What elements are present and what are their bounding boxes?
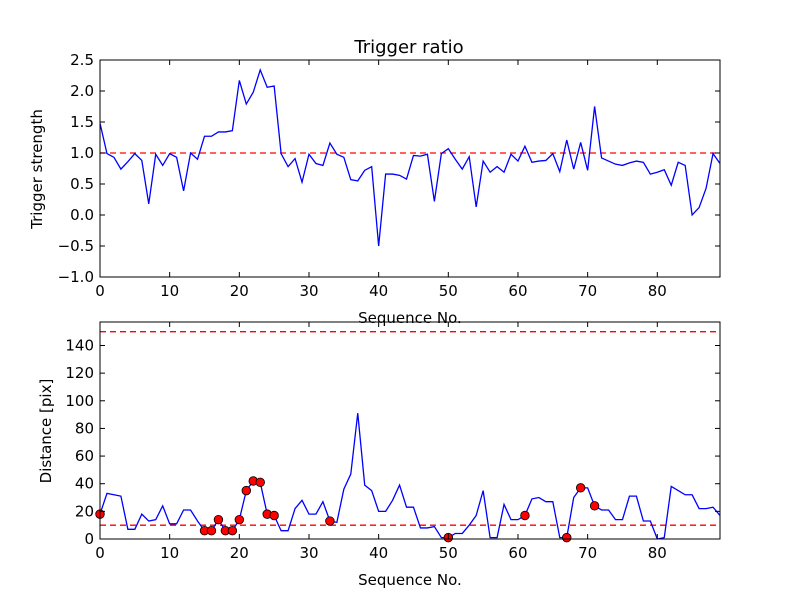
plot-frame [99, 59, 721, 278]
y-tick-label: 2.5 [70, 51, 94, 69]
x-tick-label: 40 [369, 282, 388, 300]
x-axis-label: Sequence No. [358, 571, 462, 589]
flagged-point [575, 483, 586, 493]
y-tick-label: −0.5 [58, 237, 94, 255]
y-tick-label: 0 [84, 530, 94, 548]
y-tick-label: 80 [75, 419, 94, 437]
flagged-point [562, 532, 572, 543]
y-tick-label: 1.0 [70, 144, 94, 162]
y-tick-label: 20 [75, 502, 94, 520]
flagged-point [520, 510, 530, 521]
y-tick-label: 140 [65, 336, 94, 354]
flagged-point [227, 526, 238, 536]
x-tick-label: 0 [95, 282, 105, 300]
series-line [100, 67, 720, 247]
flagged-point [234, 514, 245, 525]
x-axis-label: Sequence No. [358, 309, 462, 327]
x-tick-label: 70 [578, 282, 597, 300]
flagged-point [241, 485, 251, 496]
y-tick-label: 100 [65, 392, 94, 410]
x-tick-label: 30 [299, 282, 318, 300]
y-tick-label: 60 [75, 447, 94, 465]
y-tick-label: 1.5 [70, 113, 94, 131]
x-tick-label: 0 [95, 544, 105, 562]
x-tick-label: 60 [508, 282, 527, 300]
flagged-point [206, 526, 217, 536]
y-tick-label: 0.0 [70, 206, 94, 224]
x-tick-label: 30 [299, 544, 318, 562]
y-tick-label: 0.5 [70, 175, 94, 193]
flagged-point [589, 501, 600, 511]
plot-frame [99, 321, 721, 540]
x-tick-label: 80 [648, 544, 667, 562]
y-axis-label: Distance [pix] [37, 379, 55, 484]
x-tick-label: 20 [230, 282, 249, 300]
chart-title: Trigger ratio [353, 37, 463, 58]
x-tick-label: 40 [369, 544, 388, 562]
flagged-point [269, 510, 279, 521]
flagged-point [255, 477, 265, 488]
y-tick-label: 2.0 [70, 82, 94, 100]
x-tick-label: 70 [578, 544, 597, 562]
flagged-point [325, 516, 335, 526]
y-axis-label: Trigger strength [28, 109, 46, 230]
x-tick-label: 10 [160, 544, 179, 562]
x-tick-label: 50 [439, 544, 458, 562]
flagged-point [213, 514, 224, 525]
x-tick-label: 60 [508, 544, 527, 562]
distance-chart: 0 10 20 30 40 50 60 70 80 0 20 40 60 80 100 120 140 Sequ… [37, 321, 721, 589]
x-tick-label: 10 [160, 282, 179, 300]
trigger-ratio-chart: Trigger ratio 0 10 20 30 40 50 60 70 80 −1.0 −0.5 0… [28, 37, 721, 327]
x-tick-label: 20 [230, 544, 249, 562]
y-tick-label: 120 [65, 364, 94, 382]
x-tick-label: 50 [439, 282, 458, 300]
y-tick-label: −1.0 [58, 268, 94, 286]
x-tick-label: 80 [648, 282, 667, 300]
y-tick-label: 40 [75, 475, 94, 493]
